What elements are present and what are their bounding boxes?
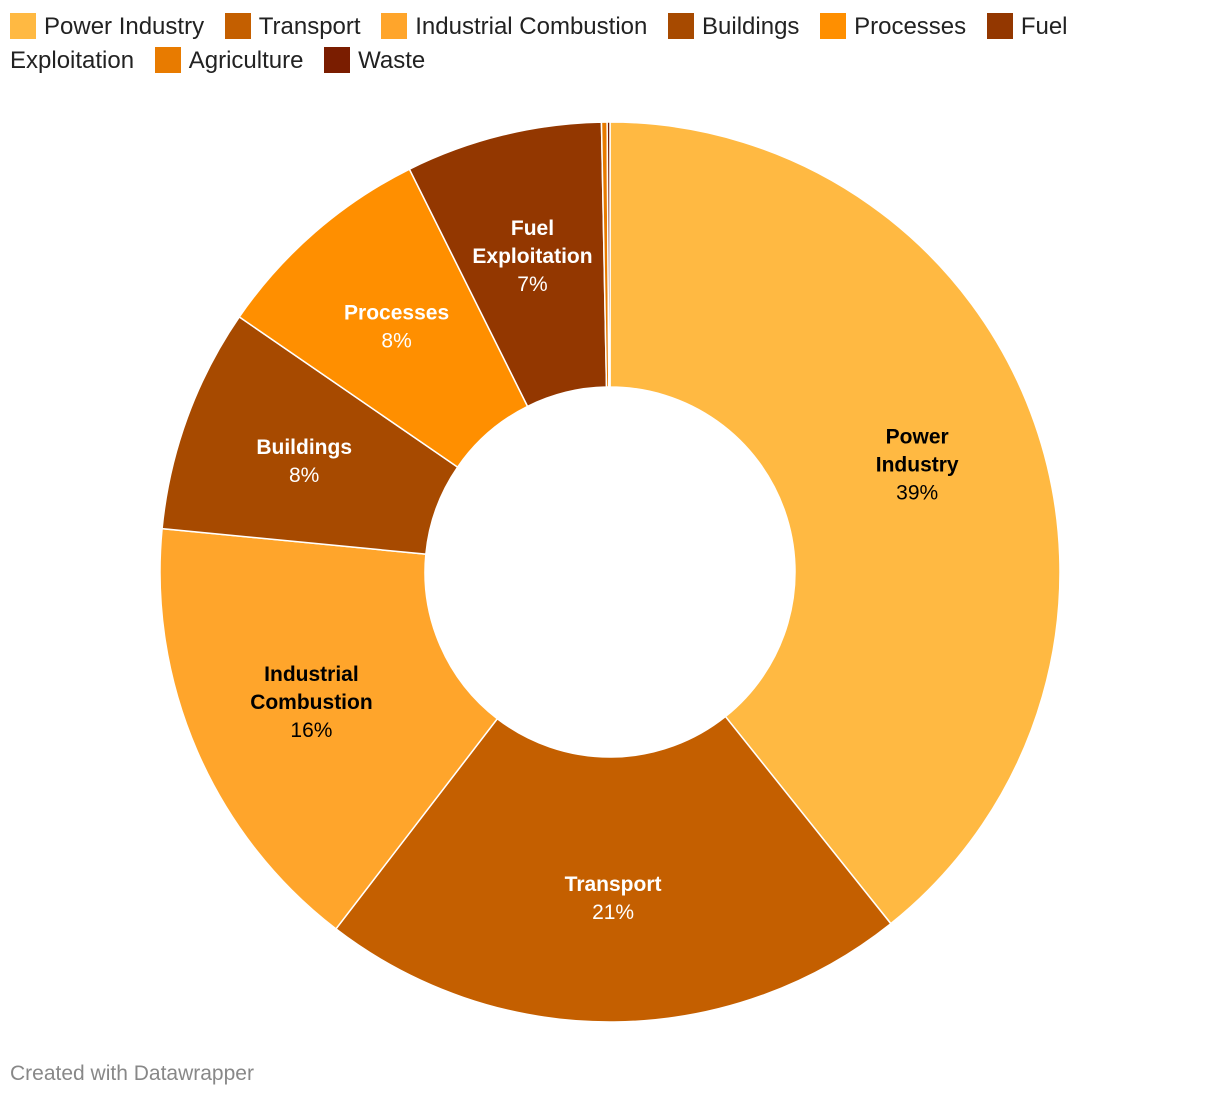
legend-label: Industrial Combustion <box>415 13 648 40</box>
slice-waste <box>606 121 611 388</box>
legend-label: Buildings <box>702 13 800 40</box>
slice-label-name: Processes <box>344 302 449 325</box>
slice-label-processes: Processes 8% <box>344 302 449 353</box>
slice-label-value: 8% <box>289 464 319 487</box>
legend-swatch <box>820 13 847 39</box>
legend-item-industrial-combustion: Industrial Combustion <box>381 13 647 40</box>
slice-label-name: Buildings <box>256 436 352 459</box>
slice-label-industrial-combustion: Industrial Combustion 16% <box>250 663 372 742</box>
slice-label-value: 8% <box>381 330 411 353</box>
slice-label-power-industry: Power Industry 39% <box>876 426 959 505</box>
legend-label: Waste <box>358 47 426 74</box>
legend-label: Power Industry <box>44 13 205 40</box>
legend-swatch <box>986 13 1013 39</box>
slice-label-transport: Transport 21% <box>565 873 662 924</box>
datawrapper-credit: Created with Datawrapper <box>10 1062 254 1085</box>
legend-item-agriculture: Agriculture <box>154 47 304 74</box>
slice-industrial-combustion <box>159 527 499 930</box>
legend-swatch <box>324 47 351 73</box>
slice-label-value: 7% <box>517 273 547 296</box>
slice-label-value: 16% <box>290 719 332 742</box>
legend-label: Fuel Exploitation <box>10 13 1068 74</box>
legend-item-waste: Waste <box>324 47 425 74</box>
legend-swatch <box>668 13 695 39</box>
legend-swatch <box>154 47 181 73</box>
chart-legend: Power Industry Transport Industrial Comb… <box>10 10 1110 78</box>
slice-label-name: Transport <box>565 873 662 896</box>
slice-label-name: Industrial Combustion <box>250 663 372 714</box>
legend-label: Agriculture <box>188 47 304 74</box>
legend-item-fuel-exploitation: Fuel Exploitation <box>10 13 1068 74</box>
slice-power-industry <box>609 121 1061 925</box>
legend-swatch <box>224 13 251 39</box>
legend-swatch <box>10 13 36 39</box>
slice-label-fuel-exploitation: Fuel Exploitation 7% <box>472 217 592 296</box>
legend-label: Transport <box>258 13 361 40</box>
legend-item-transport: Transport <box>224 13 361 40</box>
slice-label-buildings: Buildings 8% <box>256 436 352 487</box>
legend-item-processes: Processes <box>820 13 966 40</box>
slice-transport <box>334 715 892 1023</box>
slice-label-value: 21% <box>592 901 634 924</box>
legend-label: Processes <box>854 13 967 40</box>
slice-label-value: 39% <box>896 482 938 505</box>
legend-swatch <box>381 13 408 39</box>
legend-item-buildings: Buildings <box>668 13 799 40</box>
slice-label-name: Power Industry <box>876 426 959 477</box>
slice-label-name: Fuel Exploitation <box>472 217 592 268</box>
legend-item-power-industry: Power Industry <box>10 13 204 40</box>
